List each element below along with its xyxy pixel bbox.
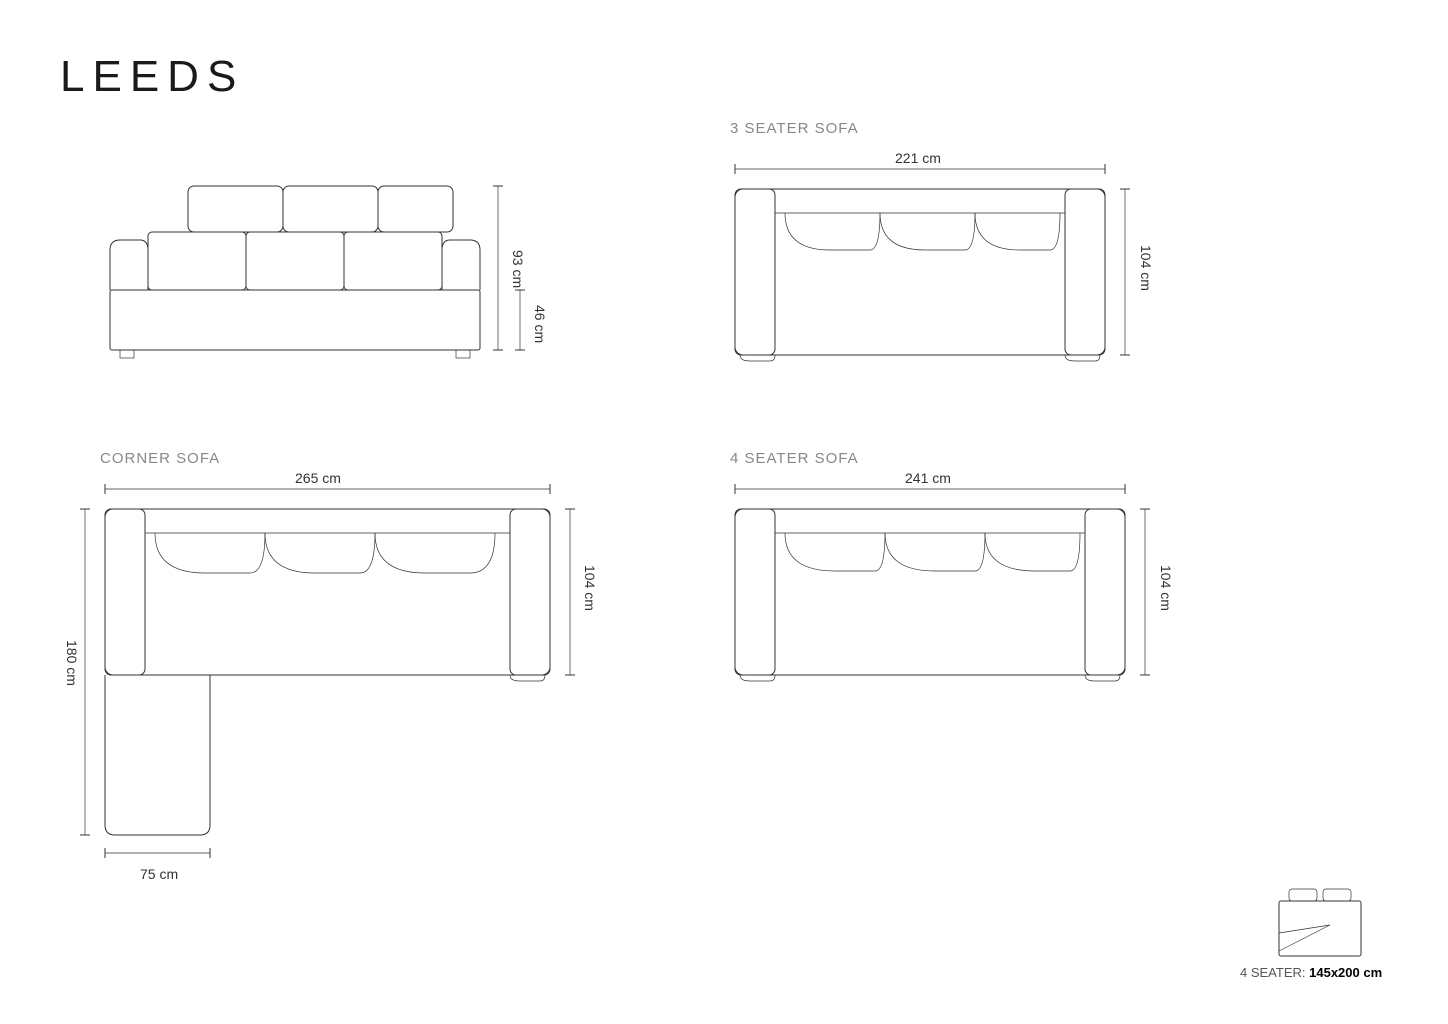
- front-view-drawing: [100, 180, 530, 380]
- three-seater-label: 3 SEATER SOFA: [730, 120, 859, 137]
- corner-width-dim: 265 cm: [295, 470, 341, 486]
- front-height-dim: 93 cm: [510, 250, 526, 288]
- bed-icon: [1275, 885, 1365, 960]
- corner-depth-dim: 104 cm: [582, 565, 598, 611]
- corner-sofa-drawing: [75, 475, 615, 865]
- bed-footnote-prefix: 4 SEATER:: [1240, 965, 1309, 980]
- bed-footnote-value: 145x200 cm: [1309, 965, 1382, 980]
- four-seater-drawing: [730, 475, 1180, 695]
- corner-chaise-width-dim: 75 cm: [140, 866, 178, 882]
- corner-sofa-label: CORNER SOFA: [100, 450, 220, 467]
- four-seater-label: 4 SEATER SOFA: [730, 450, 859, 467]
- three-seater-drawing: [730, 155, 1160, 375]
- bed-footnote: 4 SEATER: 145x200 cm: [1240, 965, 1382, 980]
- three-seater-depth-dim: 104 cm: [1138, 245, 1154, 291]
- front-seat-height-dim: 46 cm: [532, 305, 548, 343]
- three-seater-width-dim: 221 cm: [895, 150, 941, 166]
- corner-total-depth-dim: 180 cm: [64, 640, 80, 686]
- four-seater-width-dim: 241 cm: [905, 470, 951, 486]
- four-seater-depth-dim: 104 cm: [1158, 565, 1174, 611]
- product-title: LEEDS: [60, 52, 244, 102]
